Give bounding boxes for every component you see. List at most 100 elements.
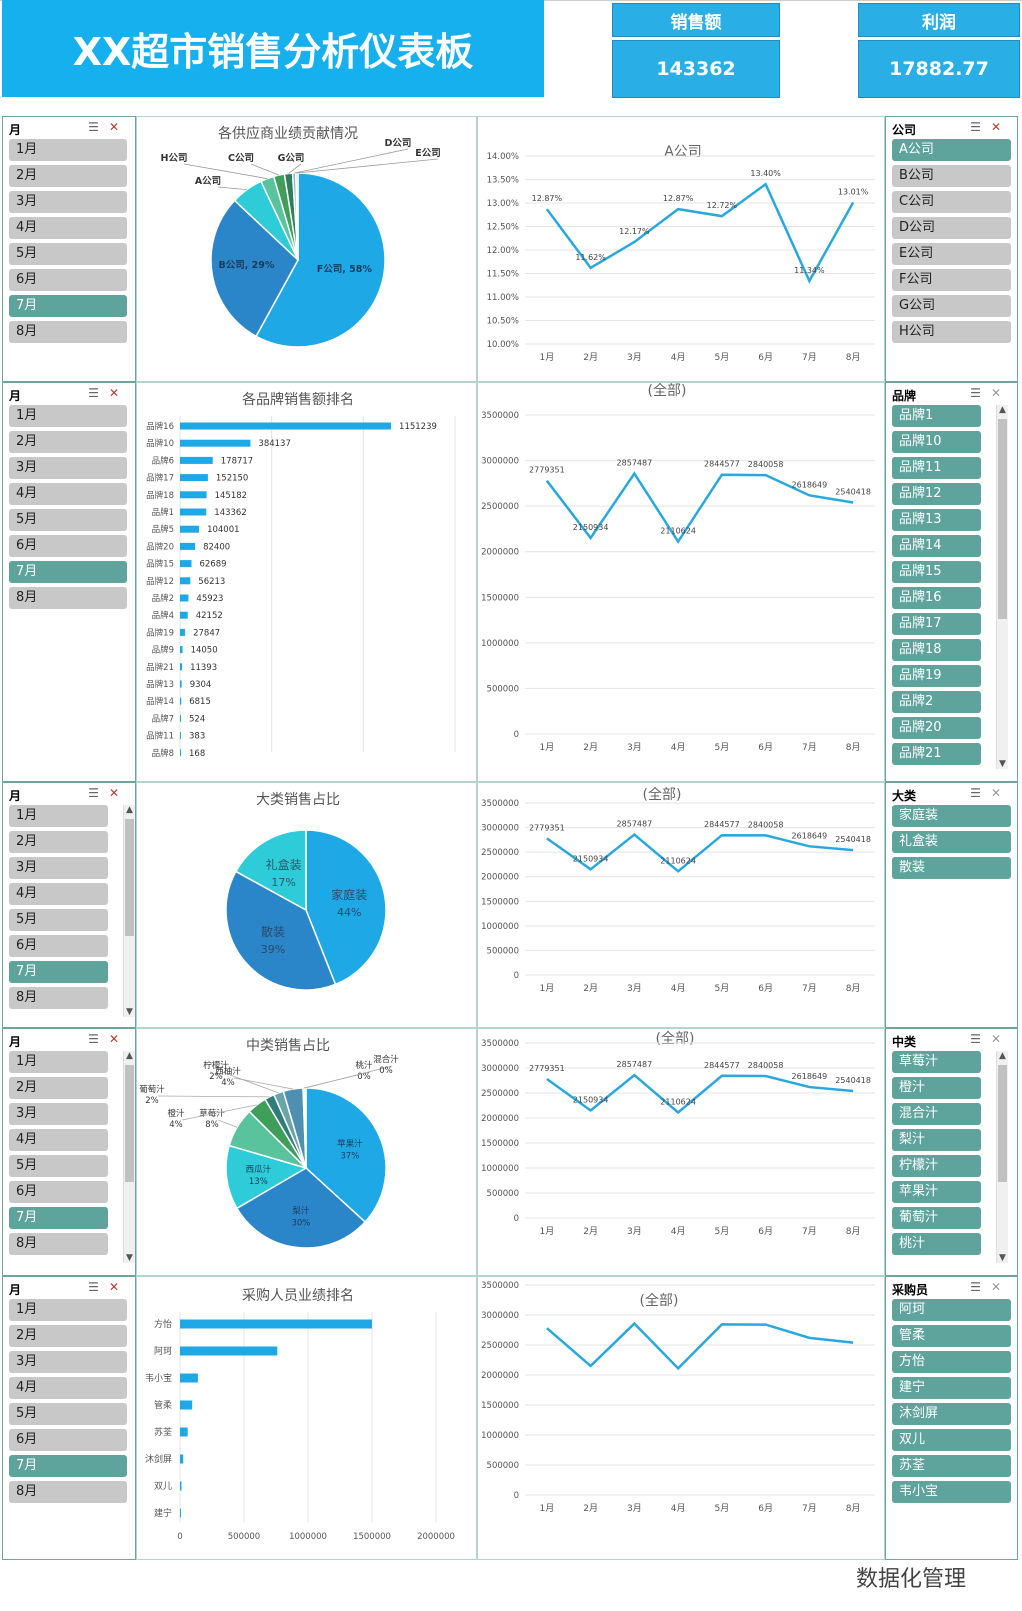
slicer-item[interactable]: 5月 (9, 909, 108, 931)
slicer-item[interactable]: 7月 (9, 961, 108, 983)
clear-filter-icon[interactable]: ✕ (108, 786, 129, 800)
slicer-item[interactable]: 品牌18 (892, 639, 981, 661)
slicer-item[interactable]: 3月 (9, 191, 127, 213)
scroll-up-icon[interactable]: ▲ (126, 805, 133, 815)
slicer-item[interactable]: B公司 (892, 165, 1011, 187)
scroll-down-icon[interactable]: ▼ (126, 1253, 133, 1263)
clear-filter-icon[interactable]: ✕ (990, 1280, 1011, 1294)
scroll-thumb[interactable] (125, 1065, 134, 1182)
slicer-item[interactable]: 2月 (9, 1325, 127, 1347)
slicer-item[interactable]: 建宁 (892, 1377, 1011, 1399)
slicer-item[interactable]: 5月 (9, 509, 127, 531)
slicer-item[interactable]: 品牌1 (892, 405, 981, 427)
scroll-down-icon[interactable]: ▼ (126, 1007, 133, 1017)
slicer-item[interactable]: G公司 (892, 295, 1011, 317)
slicer-item[interactable]: 2月 (9, 831, 108, 853)
clear-filter-icon[interactable]: ✕ (108, 1280, 129, 1294)
multi-select-icon[interactable]: ☰ (88, 120, 109, 134)
scroll-down-icon[interactable]: ▼ (999, 759, 1006, 769)
slicer-item[interactable]: 1月 (9, 1051, 108, 1073)
slicer-item[interactable]: E公司 (892, 243, 1011, 265)
slicer-item[interactable]: 7月 (9, 1455, 127, 1477)
slicer-item[interactable]: 品牌19 (892, 665, 981, 687)
slicer-scrollbar[interactable]: ▲ ▼ (123, 805, 135, 1017)
slicer-item[interactable]: 2月 (9, 165, 127, 187)
slicer-item[interactable]: 品牌2 (892, 691, 981, 713)
clear-filter-icon[interactable]: ✕ (108, 1032, 129, 1046)
clear-filter-icon[interactable]: ✕ (990, 786, 1011, 800)
slicer-item[interactable]: D公司 (892, 217, 1011, 239)
slicer-item[interactable]: 品牌12 (892, 483, 981, 505)
clear-filter-icon[interactable]: ✕ (990, 1032, 1011, 1046)
scroll-up-icon[interactable]: ▲ (999, 1051, 1006, 1061)
slicer-item[interactable]: 7月 (9, 561, 127, 583)
slicer-item[interactable]: 品牌15 (892, 561, 981, 583)
slicer-item[interactable]: 5月 (9, 1155, 108, 1177)
slicer-item[interactable]: 桃汁 (892, 1233, 981, 1255)
slicer-item[interactable]: 品牌16 (892, 587, 981, 609)
slicer-item[interactable]: 阿珂 (892, 1299, 1011, 1321)
slicer-item[interactable]: 苏荃 (892, 1455, 1011, 1477)
slicer-item[interactable]: 散装 (892, 857, 1011, 879)
slicer-item[interactable]: 梨汁 (892, 1129, 981, 1151)
slicer-item[interactable]: 6月 (9, 1429, 127, 1451)
slicer-item[interactable]: 礼盒装 (892, 831, 1011, 853)
slicer-item[interactable]: 6月 (9, 269, 127, 291)
multi-select-icon[interactable]: ☰ (970, 1032, 991, 1046)
slicer-item[interactable]: 8月 (9, 987, 108, 1009)
slicer-item[interactable]: 品牌20 (892, 717, 981, 739)
slicer-item[interactable]: 品牌14 (892, 535, 981, 557)
multi-select-icon[interactable]: ☰ (88, 1280, 109, 1294)
slicer-item[interactable]: F公司 (892, 269, 1011, 291)
slicer-item[interactable]: 1月 (9, 805, 108, 827)
multi-select-icon[interactable]: ☰ (970, 120, 991, 134)
slicer-item[interactable]: 韦小宝 (892, 1481, 1011, 1503)
clear-filter-icon[interactable]: ✕ (990, 386, 1011, 400)
multi-select-icon[interactable]: ☰ (970, 786, 991, 800)
slicer-item[interactable]: 6月 (9, 935, 108, 957)
slicer-item[interactable]: 4月 (9, 483, 127, 505)
scroll-thumb[interactable] (125, 819, 134, 936)
slicer-item[interactable]: 橙汁 (892, 1077, 981, 1099)
slicer-item[interactable]: 3月 (9, 1351, 127, 1373)
slicer-item[interactable]: 管柔 (892, 1325, 1011, 1347)
slicer-item[interactable]: 1月 (9, 1299, 127, 1321)
slicer-item[interactable]: 5月 (9, 243, 127, 265)
slicer-item[interactable]: 8月 (9, 587, 127, 609)
slicer-item[interactable]: 3月 (9, 1103, 108, 1125)
slicer-item[interactable]: 方怡 (892, 1351, 1011, 1373)
slicer-item[interactable]: 1月 (9, 139, 127, 161)
slicer-item[interactable]: H公司 (892, 321, 1011, 343)
multi-select-icon[interactable]: ☰ (970, 1280, 991, 1294)
slicer-item[interactable]: 3月 (9, 857, 108, 879)
scroll-up-icon[interactable]: ▲ (126, 1051, 133, 1061)
slicer-item[interactable]: 草莓汁 (892, 1051, 981, 1073)
slicer-item[interactable]: 苹果汁 (892, 1181, 981, 1203)
slicer-item[interactable]: 双儿 (892, 1429, 1011, 1451)
slicer-item[interactable]: 家庭装 (892, 805, 1011, 827)
slicer-item[interactable]: A公司 (892, 139, 1011, 161)
clear-filter-icon[interactable]: ✕ (108, 120, 129, 134)
slicer-item[interactable]: 4月 (9, 217, 127, 239)
slicer-item[interactable]: 8月 (9, 1233, 108, 1255)
slicer-item[interactable]: 柠檬汁 (892, 1155, 981, 1177)
slicer-item[interactable]: C公司 (892, 191, 1011, 213)
slicer-item[interactable]: 3月 (9, 457, 127, 479)
slicer-item[interactable]: 2月 (9, 431, 127, 453)
slicer-scrollbar[interactable]: ▲ ▼ (996, 1051, 1008, 1263)
scroll-up-icon[interactable]: ▲ (999, 405, 1006, 415)
multi-select-icon[interactable]: ☰ (970, 386, 991, 400)
slicer-scrollbar[interactable]: ▲ ▼ (996, 405, 1008, 769)
slicer-item[interactable]: 4月 (9, 1129, 108, 1151)
slicer-item[interactable]: 品牌11 (892, 457, 981, 479)
slicer-item[interactable]: 4月 (9, 1377, 127, 1399)
slicer-item[interactable]: 混合汁 (892, 1103, 981, 1125)
slicer-item[interactable]: 葡萄汁 (892, 1207, 981, 1229)
scroll-thumb[interactable] (998, 1065, 1007, 1182)
slicer-item[interactable]: 7月 (9, 1207, 108, 1229)
multi-select-icon[interactable]: ☰ (88, 1032, 109, 1046)
slicer-item[interactable]: 8月 (9, 321, 127, 343)
slicer-item[interactable]: 4月 (9, 883, 108, 905)
scroll-thumb[interactable] (998, 419, 1007, 619)
slicer-item[interactable]: 8月 (9, 1481, 127, 1503)
